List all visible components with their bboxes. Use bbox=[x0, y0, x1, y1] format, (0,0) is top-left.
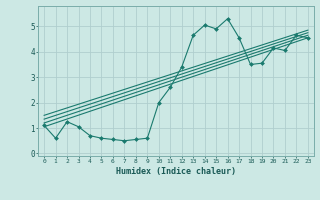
X-axis label: Humidex (Indice chaleur): Humidex (Indice chaleur) bbox=[116, 167, 236, 176]
